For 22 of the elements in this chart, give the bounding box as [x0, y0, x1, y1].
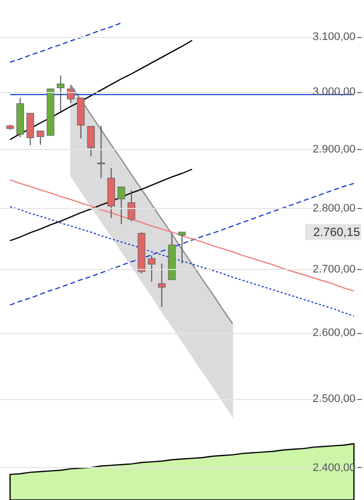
annotation: 2.760,15	[313, 225, 360, 240]
line-series	[9, 40, 193, 140]
candlestick	[66, 86, 75, 104]
candlestick	[36, 130, 44, 146]
candlestick	[97, 125, 105, 179]
y-tick-label: 3.100,00	[312, 31, 356, 44]
line-series	[9, 22, 122, 63]
y-tick-label: 2.800,00	[312, 202, 356, 214]
line-series	[70, 84, 234, 324]
candlestick	[118, 186, 126, 225]
y-tick-label: 2.900,00	[312, 143, 356, 156]
y-tick-label: 2.700,00	[312, 264, 356, 276]
y-tick-label: 2.400,00	[312, 462, 356, 474]
line-series	[9, 168, 193, 242]
candlestick	[158, 263, 166, 308]
y-tick-label: 2.500,00	[312, 393, 356, 406]
candlestick	[128, 190, 136, 222]
candlestick	[178, 232, 186, 264]
candlestick	[148, 254, 156, 282]
candlestick	[56, 75, 64, 112]
candlestick	[87, 126, 95, 157]
y-tick-label: 2.600,00	[312, 327, 356, 340]
